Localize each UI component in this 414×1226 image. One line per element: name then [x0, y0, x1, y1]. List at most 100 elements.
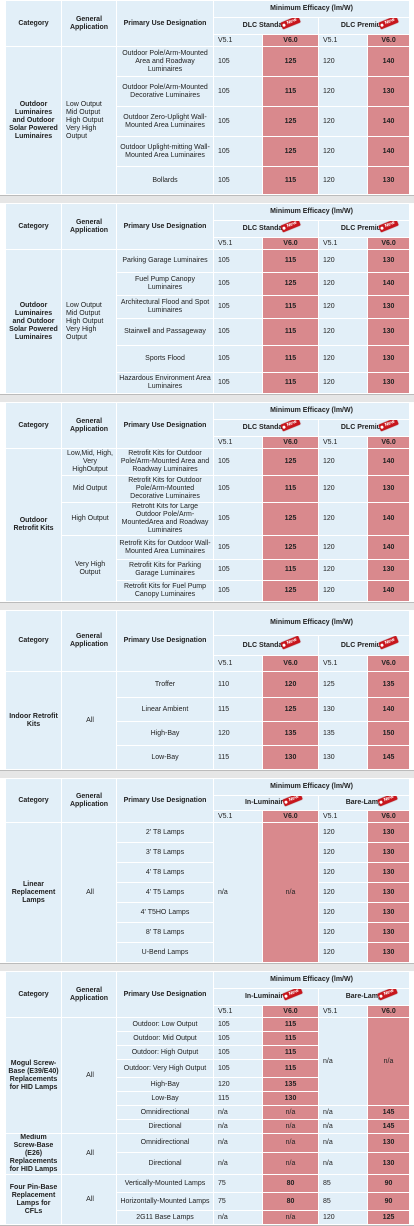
value-cell-new: 135: [262, 1077, 319, 1092]
category-cell: Outdoor Luminaires and Outdoor Solar Pow…: [5, 46, 62, 195]
value-cell-new: 140: [366, 448, 411, 476]
value-cell-new: 130: [366, 1152, 411, 1175]
value-cell-new: 135: [366, 671, 411, 698]
value-cell-new: 130: [262, 1091, 319, 1106]
use-cell: 4' T5 Lamps: [116, 882, 214, 903]
header-v51: V5.1: [213, 436, 263, 449]
value-cell: n/a: [213, 1210, 263, 1225]
table-row: High Output Retrofit Kits for Large Outd…: [6, 502, 411, 536]
table-row: Low-Bay 115 130 130 145: [6, 745, 411, 770]
value-cell-new: 150: [366, 721, 411, 746]
use-cell: High-Bay: [116, 1077, 214, 1092]
value-cell-new: 125: [262, 136, 319, 167]
value-cell-new: 140: [366, 502, 411, 536]
value-cell: 105: [213, 1059, 263, 1078]
value-cell: 85: [318, 1192, 368, 1211]
value-cell: n/a: [213, 1152, 263, 1175]
value-cell-new: 140: [366, 106, 411, 137]
table-row: Retrofit Kits for Parking Garage Luminai…: [6, 559, 411, 581]
use-cell: Retrofit Kits for Parking Garage Luminai…: [116, 559, 214, 581]
header-general-application: General Application: [61, 610, 117, 672]
header-dlc-standard: DLC Standard New: [213, 17, 319, 35]
value-cell: 120: [318, 862, 368, 883]
header-v51: V5.1: [318, 1005, 368, 1018]
table-row: Medium Screw-Base (E26) Replacements for…: [5, 1132, 411, 1175]
value-cell: 110: [213, 671, 263, 698]
value-cell: 120: [318, 842, 368, 863]
header-v60: V6.0: [366, 436, 411, 449]
application-cell: Very High Output: [61, 535, 117, 602]
new-badge-icon: New: [280, 18, 301, 30]
header-general-application: General Application: [61, 971, 117, 1018]
use-cell: Horizontally-Mounted Lamps: [116, 1192, 214, 1211]
use-cell: Hazardous Environment Area Luminaires: [116, 372, 214, 394]
use-cell: Vertically-Mounted Lamps: [116, 1174, 214, 1193]
value-cell-new: 115: [262, 559, 319, 581]
value-cell-new: 130: [366, 942, 411, 963]
value-cell: 105: [213, 166, 263, 195]
value-cell: 120: [318, 318, 368, 346]
header-primary-use: Primary Use Designation: [116, 203, 214, 250]
application-cell: All: [61, 1133, 117, 1175]
table-row: Very High Output Retrofit Kits for Outdo…: [6, 535, 411, 602]
header-category: Category: [5, 778, 62, 823]
application-cell: Low Output Mid Output High Output Very H…: [61, 249, 117, 394]
application-cell: All: [61, 822, 117, 963]
value-cell-new: 130: [366, 295, 411, 319]
value-cell-new: 80: [262, 1174, 319, 1193]
application-cell: All: [61, 671, 117, 770]
header-v51: V5.1: [213, 34, 263, 47]
value-cell-new: 115: [262, 1017, 319, 1032]
use-cell: Fuel Pump Canopy Luminaires: [116, 272, 214, 296]
value-cell: 105: [213, 272, 263, 296]
value-cell-new: 115: [262, 1045, 319, 1060]
value-cell-new: 130: [366, 475, 411, 503]
application-cell: High Output: [61, 502, 117, 536]
value-cell-new: 140: [366, 46, 411, 77]
table-outdoor-luminaires-1: Category General Application Primary Use…: [0, 0, 414, 196]
header-general-application: General Application: [61, 203, 117, 250]
value-cell: 120: [318, 475, 368, 503]
header-dlc-premium: DLC Premium New: [317, 17, 411, 35]
value-cell: 105: [213, 76, 263, 107]
use-cell: Low-Bay: [116, 1091, 214, 1106]
application-cell: Low Output Mid Output High Output Very H…: [61, 46, 117, 195]
value-cell-new: 120: [262, 671, 319, 698]
use-cell: Linear Ambient: [116, 697, 214, 722]
use-cell: Low-Bay: [116, 745, 214, 770]
header-bare-lamp: Bare-Lamp New: [317, 795, 411, 811]
table-row: Outdoor: Very High Output 105 115: [6, 1059, 410, 1078]
value-cell: 105: [213, 502, 263, 536]
value-cell: 105: [213, 106, 263, 137]
value-cell-new: 130: [366, 842, 411, 863]
use-cell: Outdoor Pole/Arm-Mounted Area and Roadwa…: [116, 46, 214, 77]
use-cell: Outdoor: Very High Output: [116, 1059, 214, 1078]
use-cell: Omnidirectional: [116, 1105, 214, 1120]
value-cell: n/a: [213, 1105, 263, 1120]
table-row: Directional n/a n/a n/a 130: [6, 1152, 411, 1175]
use-cell: 8' T8 Lamps: [116, 922, 214, 943]
value-cell: 120: [318, 559, 368, 581]
header-bare-lamp: Bare-Lamp New: [317, 988, 411, 1006]
value-cell: 120: [318, 942, 368, 963]
header-v60: V6.0: [366, 1005, 411, 1018]
use-cell: 2' T8 Lamps: [116, 822, 214, 843]
table-row: Outdoor Zero-Uplight Wall-Mounted Area L…: [6, 106, 411, 137]
header-v51: V5.1: [318, 655, 368, 672]
category-cell: Linear Replacement Lamps: [5, 822, 62, 963]
value-cell-new: 130: [366, 249, 411, 273]
header-primary-use: Primary Use Designation: [116, 0, 214, 47]
header-v51: V5.1: [213, 1005, 263, 1018]
header-primary-use: Primary Use Designation: [116, 402, 214, 449]
use-cell: 4' T8 Lamps: [116, 862, 214, 883]
value-cell-new: n/a: [262, 1105, 319, 1120]
value-cell: 135: [318, 721, 368, 746]
use-cell: U-Bend Lamps: [116, 942, 214, 963]
application-cell: Low,Mid, High, Very HighOutput: [61, 448, 117, 476]
header-min-efficacy: Minimum Efficacy (lm/W): [212, 402, 411, 420]
category-cell: Outdoor Retrofit Kits: [5, 448, 62, 602]
table-row: 4' T5HO Lamps 120 130: [6, 902, 411, 923]
value-cell: n/a: [318, 1017, 368, 1106]
table-row: Mogul Screw-Base (E39/E40) Replacements …: [5, 1017, 411, 1134]
table-outdoor-luminaires-2: Category General Application Primary Use…: [0, 203, 414, 395]
